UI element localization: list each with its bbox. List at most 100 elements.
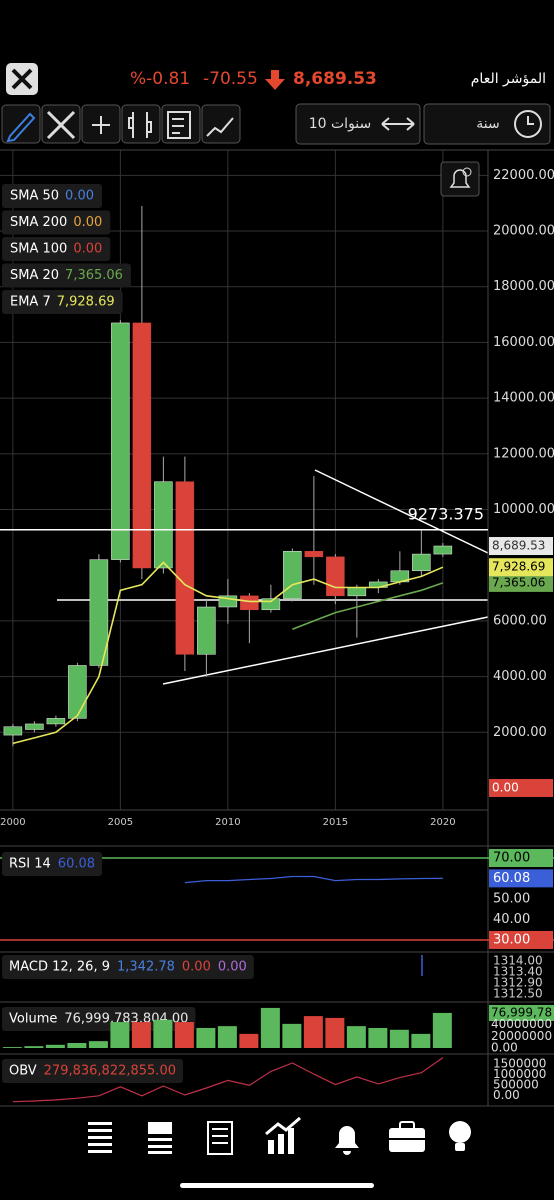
alert-button[interactable]: [440, 161, 480, 197]
candle-body: [412, 553, 431, 572]
nav-list[interactable]: [88, 1122, 112, 1153]
panel-separators: [0, 149, 554, 1107]
legend-text: 1,342.78: [117, 960, 175, 975]
nav-watchlist[interactable]: [148, 1122, 172, 1154]
bottom-nav: [88, 1116, 471, 1155]
y-tick-label: 12000.00: [493, 446, 554, 461]
nav-tips[interactable]: [449, 1121, 471, 1151]
range-button[interactable]: [295, 103, 421, 145]
volume-bar: [88, 1041, 108, 1048]
trendline: [314, 469, 489, 554]
checklist-icon: [167, 111, 191, 139]
legend-value: 0.00: [73, 215, 102, 230]
index-title: المؤشر العام: [471, 71, 546, 87]
x-tick-label: 2020: [430, 817, 455, 828]
legend-text: RSI 14: [9, 857, 51, 872]
nav-news[interactable]: [207, 1121, 233, 1155]
macd-axis-label: 1312.90: [493, 976, 543, 990]
price-tag: [489, 573, 553, 592]
legend-value: 7,928.69: [57, 295, 115, 310]
candle-body: [46, 718, 66, 725]
rsi-line: [184, 875, 443, 884]
legend-name: SMA 200: [10, 215, 67, 230]
price-tag: [489, 537, 553, 556]
clock-hands: [527, 116, 534, 125]
legend-box: [2, 184, 102, 208]
obv-axis-label: 500000: [493, 1078, 539, 1092]
line-icon: [206, 117, 234, 137]
legend-box: [2, 1059, 183, 1083]
volume-bar: [67, 1042, 87, 1048]
rsi-value-tag-label: 60.08: [493, 871, 530, 886]
volume-axis-label: 20000000: [491, 1029, 552, 1043]
volume-bar: [303, 1016, 323, 1048]
panel-legend: RSI 14 60.08: [2, 852, 103, 876]
volume-axis-label: 0.00: [491, 1041, 518, 1055]
rsi-value-tag: [489, 869, 553, 888]
compare[interactable]: [201, 104, 241, 144]
legend-text: 60.08: [58, 857, 95, 872]
volume-bar: [239, 1033, 259, 1048]
clock-icon: [514, 110, 542, 138]
indicator-legend: SMA 100 0.00: [2, 237, 111, 261]
legend-text: 279,836,822,855.00: [44, 1064, 176, 1079]
price-tag: [489, 779, 553, 797]
nav-alerts[interactable]: [335, 1126, 359, 1155]
legend-value: 0.00: [65, 189, 94, 204]
candle-body: [347, 587, 367, 597]
interval-label: سنة: [476, 116, 499, 132]
indicator-line: [292, 582, 444, 631]
rsi-tick-label: 40.00: [493, 912, 530, 927]
volume-bar: [389, 1029, 409, 1048]
volume-bar: [368, 1027, 388, 1048]
legend-value: 7,365.06: [65, 268, 123, 283]
candle-body: [154, 481, 173, 569]
candles-icon: [128, 112, 152, 138]
nav-portfolio[interactable]: [389, 1121, 425, 1152]
volume-bar: [411, 1033, 431, 1048]
chart-type[interactable]: [121, 104, 161, 144]
volume-axis-label: 40000000: [491, 1017, 552, 1031]
macd-axis-label: 1313.40: [493, 965, 543, 979]
macd-axis-label: 1312.50: [493, 987, 543, 1001]
volume-bar: [217, 1026, 237, 1048]
legend-value: 0.00: [73, 242, 102, 257]
range-arrows: [381, 117, 415, 131]
candle-body: [3, 726, 23, 736]
legend-box: [2, 210, 111, 235]
panel-legend: OBV 279,836,822,855.00: [2, 1059, 183, 1083]
change-value: -70.55: [203, 69, 258, 89]
legend-text: MACD 12, 26, 9: [9, 960, 110, 975]
volume-bar: [131, 1022, 151, 1048]
legend-text: 0.00: [182, 960, 211, 975]
legend-name: SMA 20: [10, 268, 59, 283]
candle-body: [240, 595, 259, 611]
y-tick-label: 4000.00: [493, 669, 547, 684]
y-tick-label: 18000.00: [493, 279, 554, 294]
tools-icon: [46, 110, 76, 140]
price-tag-label: 8,689.53: [492, 539, 545, 553]
candle-body: [68, 665, 87, 719]
change-percent: %-0.81: [130, 69, 190, 89]
rsi-tick-label: 30.00: [493, 932, 530, 947]
y-tick-label: 10000.00: [493, 502, 554, 517]
candle-body: [175, 481, 195, 655]
volume-bar: [325, 1017, 345, 1048]
nav-chart[interactable]: [265, 1116, 301, 1154]
indicator-legend: SMA 200 0.00: [2, 210, 111, 235]
volume-bar: [196, 1027, 216, 1048]
candle-body: [283, 551, 302, 599]
volume-bar: [110, 1022, 130, 1048]
x-tick-label: 2010: [215, 817, 240, 828]
trendline: [162, 616, 489, 685]
resistance-label: 9273.375: [408, 504, 484, 523]
volume-bar: [346, 1026, 366, 1048]
legend-box: [2, 290, 123, 314]
close-button[interactable]: [6, 63, 38, 95]
volume-tag: [489, 1005, 554, 1021]
volume-bar: [432, 1012, 452, 1048]
volume-bar: [260, 1007, 280, 1048]
panel-legend: MACD 12, 26, 9 1,342.78 0.00 0.00: [2, 955, 254, 979]
range-label: 10 سنوات: [309, 116, 372, 132]
